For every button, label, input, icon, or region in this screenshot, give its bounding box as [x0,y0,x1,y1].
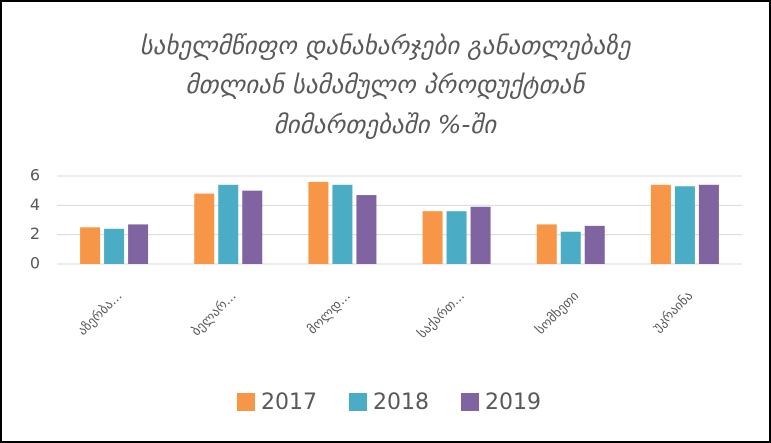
y-tick-label: 0 [30,254,40,273]
bar [80,227,101,264]
bar [446,211,467,264]
y-tick-label: 6 [30,166,40,185]
chart-title: მთლიან სამამულო პროდუქტთან [186,70,587,99]
y-tick-label: 4 [30,195,40,214]
bar [128,224,149,264]
bar [560,231,581,264]
chart-title: სახელმწიფო დანახარჯები განათლებაზე [140,31,632,60]
legend-swatch [237,393,255,411]
chart-title: მიმართებაში %-ში [274,110,499,139]
legend-label: 2017 [261,390,317,415]
bar [308,181,329,264]
bar [422,211,443,264]
legend-swatch [461,393,479,411]
legend-swatch [349,393,367,411]
bar [650,184,671,264]
bar [104,228,125,264]
bar [218,184,239,264]
bar [194,193,215,264]
y-tick-label: 2 [30,224,40,243]
bar [584,225,605,264]
bar [470,206,491,264]
bar [356,195,377,264]
legend-label: 2019 [485,390,541,415]
bar [674,186,695,264]
bar [242,190,263,264]
bar [332,184,353,264]
bar [536,224,557,264]
legend-label: 2018 [373,390,429,415]
bar [698,184,719,264]
